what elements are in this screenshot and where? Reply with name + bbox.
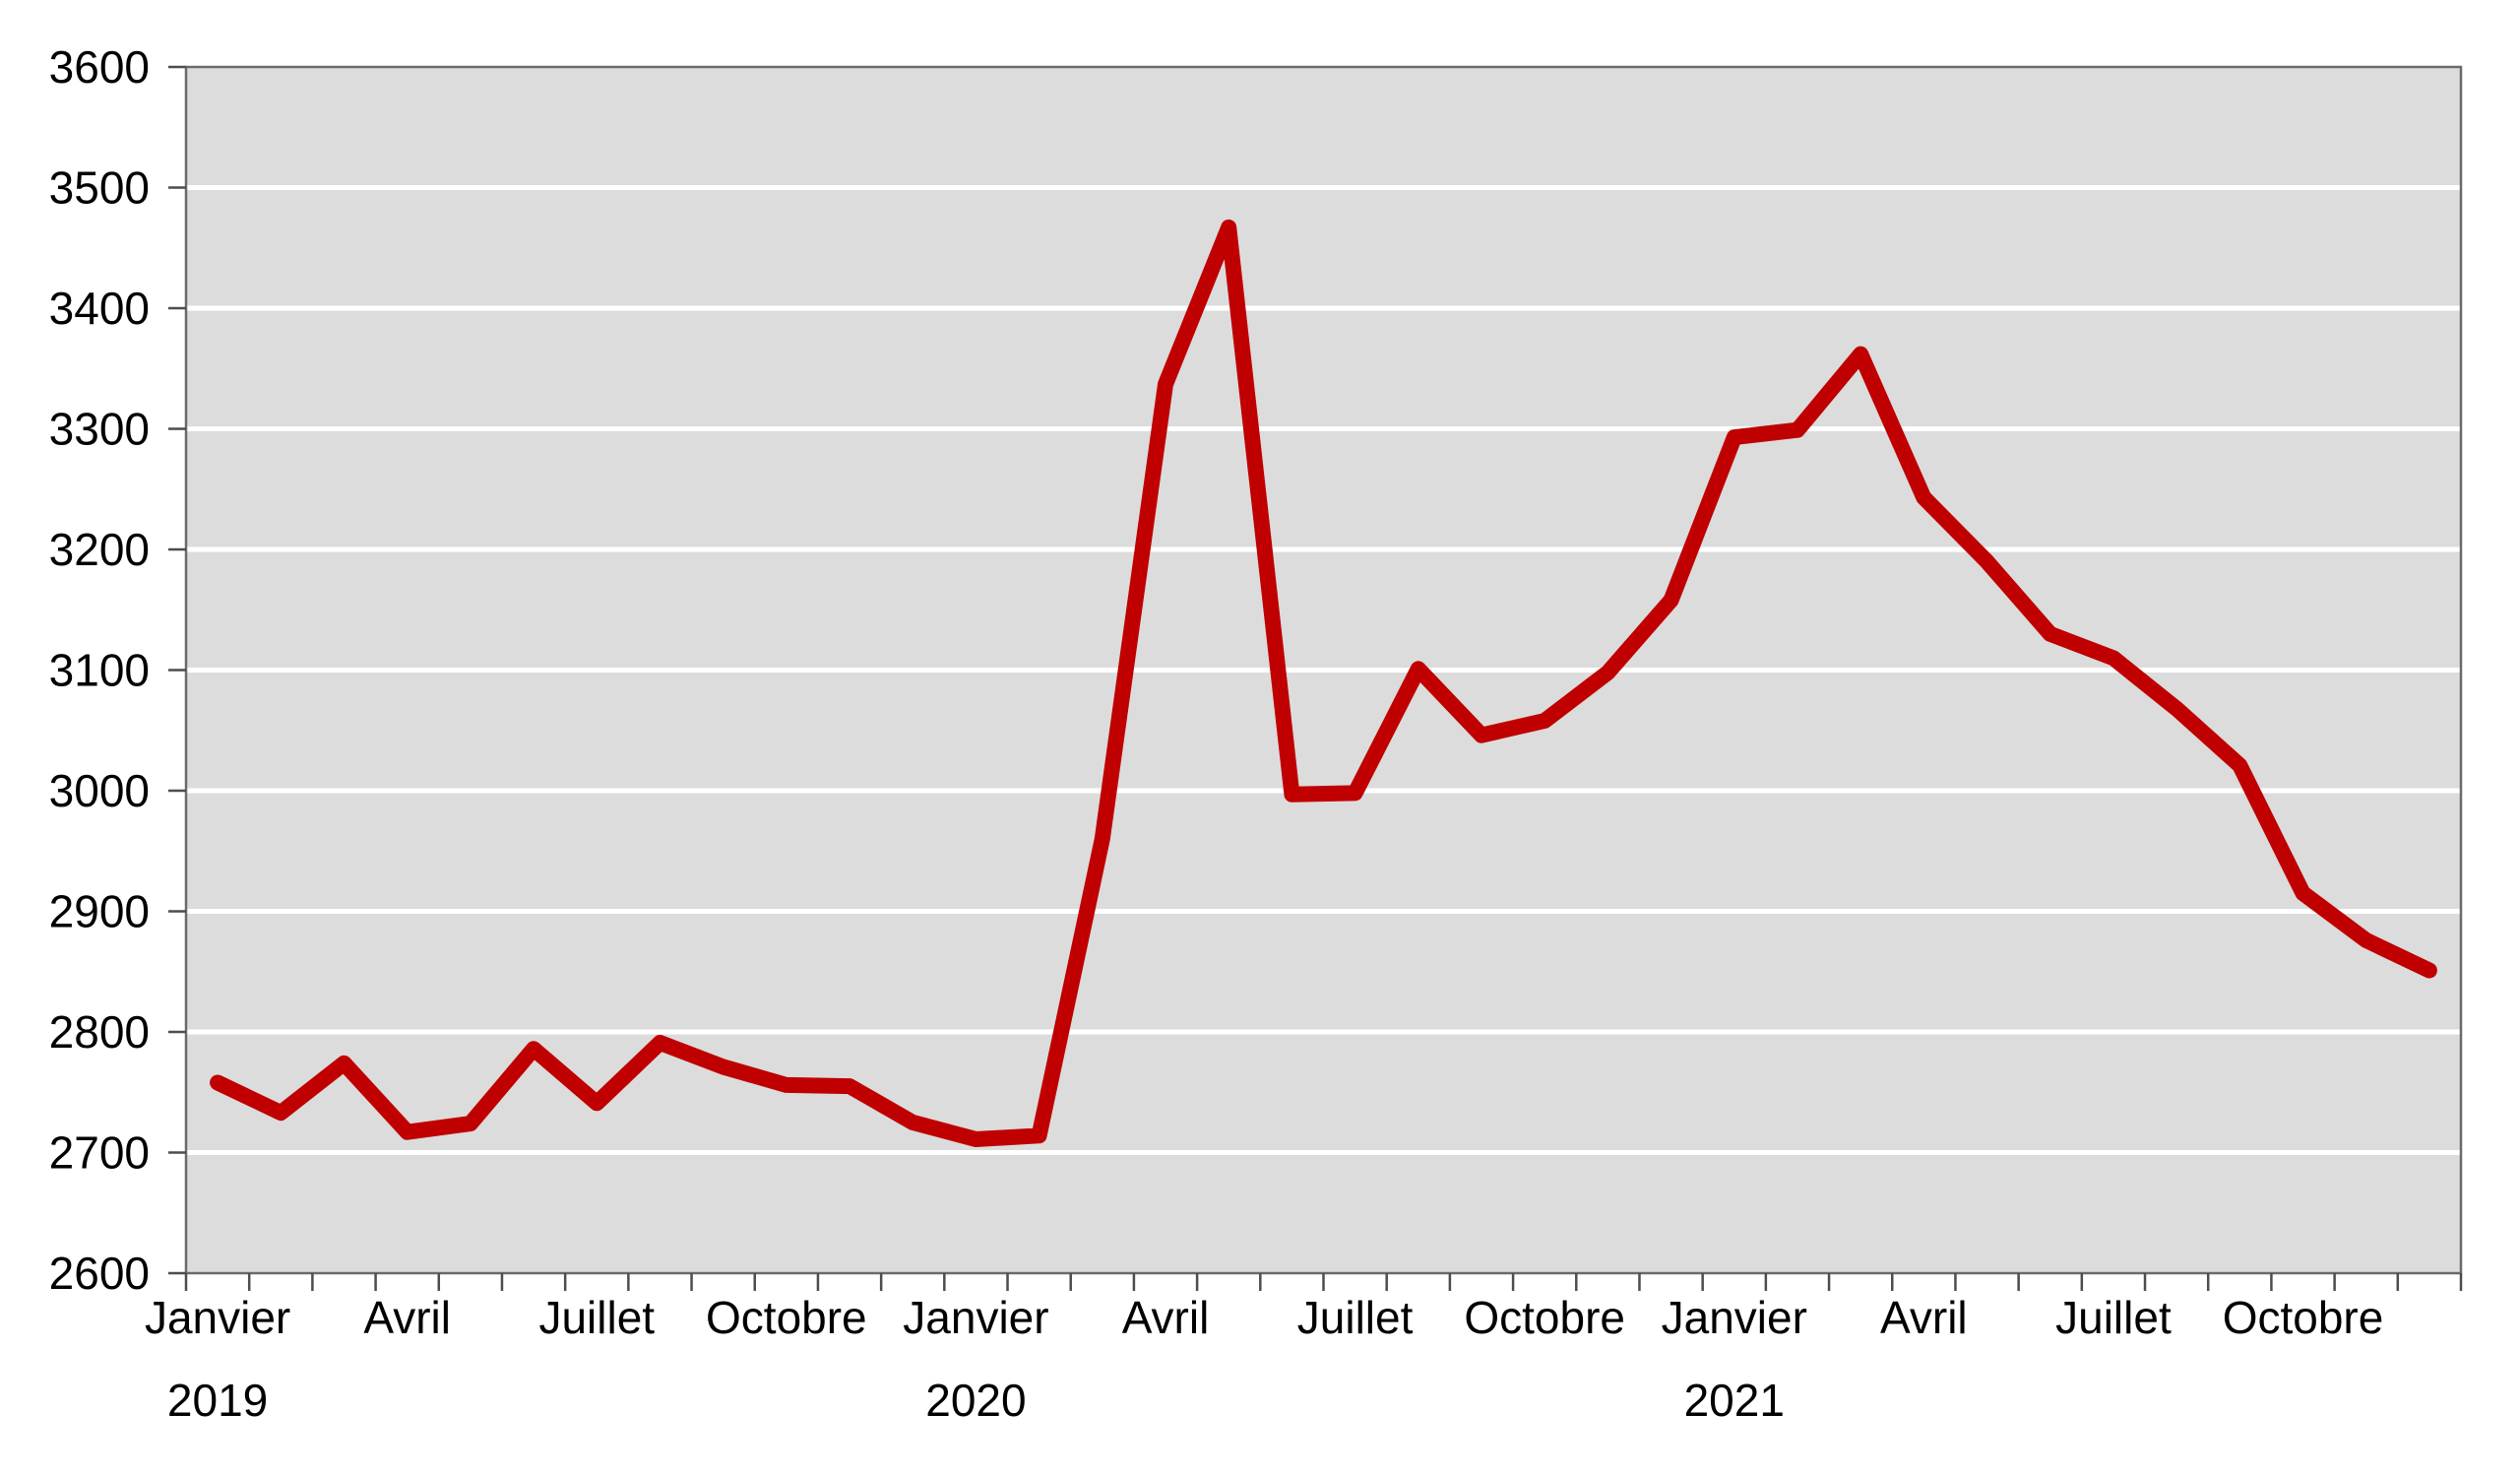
x-axis-year-label: 2019: [167, 1375, 268, 1426]
x-axis-month-label: Juillet: [538, 1292, 655, 1343]
x-axis-year-label: 2021: [1684, 1375, 1785, 1426]
y-axis-label: 2900: [49, 886, 150, 937]
x-axis-month-label: Octobre: [1464, 1292, 1625, 1343]
x-axis-month-label: Janvier: [903, 1292, 1048, 1343]
x-axis-month-label: Avril: [1122, 1292, 1210, 1343]
x-axis-year-label: 2020: [925, 1375, 1026, 1426]
y-axis-label: 3300: [49, 404, 150, 455]
y-axis-label: 3500: [49, 162, 150, 214]
y-axis-label: 2800: [49, 1006, 150, 1058]
x-axis-month-label: Octobre: [706, 1292, 867, 1343]
y-axis-label: 3100: [49, 645, 150, 696]
y-axis-label: 3600: [49, 41, 150, 93]
y-axis-label: 2600: [49, 1248, 150, 1299]
y-axis-label: 3200: [49, 524, 150, 575]
x-axis-month-label: Avril: [1880, 1292, 1968, 1343]
x-axis-month-label: Octobre: [2223, 1292, 2384, 1343]
x-axis-month-label: Juillet: [2055, 1292, 2172, 1343]
y-axis-label: 3400: [49, 283, 150, 334]
x-axis-month-label: Janvier: [1662, 1292, 1807, 1343]
x-axis-month-label: Avril: [363, 1292, 451, 1343]
x-axis-month-label: Janvier: [145, 1292, 290, 1343]
y-axis-label: 2700: [49, 1127, 150, 1179]
x-axis-month-label: Juillet: [1297, 1292, 1414, 1343]
data-line-series: [210, 219, 2437, 1147]
y-axis-label: 3000: [49, 765, 150, 816]
